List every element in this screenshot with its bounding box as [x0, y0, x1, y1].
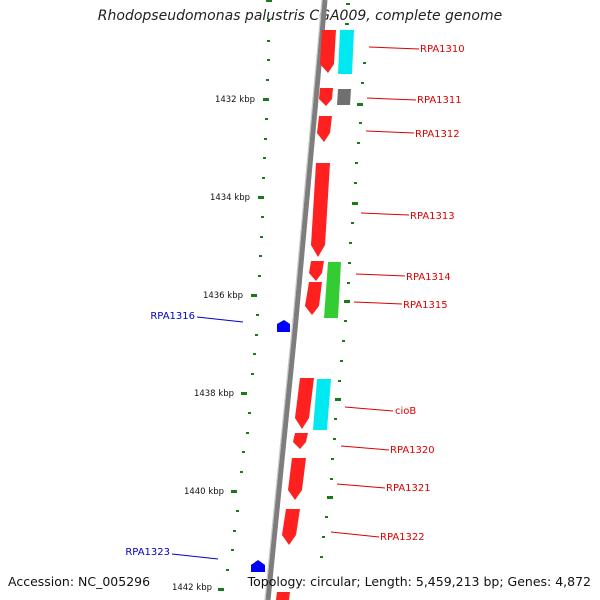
gene-label-rpa1320[interactable]: RPA1320: [390, 445, 435, 456]
gene-label-ciob[interactable]: cioB: [395, 406, 416, 417]
map-title: Rhodopseudomonas palustris CGA009, compl…: [97, 8, 503, 24]
gene-rpa1310[interactable]: [320, 30, 336, 73]
gene-label-rpa1323[interactable]: RPA1323: [125, 547, 170, 558]
gene-label-rpa1311[interactable]: RPA1311: [417, 95, 462, 106]
gene-labels-right: RPA1310 RPA1311 RPA1312 RPA1313 RPA1314 …: [380, 44, 465, 543]
gene-labels-left: RPA1316 RPA1323: [125, 311, 195, 558]
outer-tick-track: [320, 3, 366, 558]
scale-label: 1434 kbp: [210, 193, 250, 203]
gene-label-rpa1315[interactable]: RPA1315: [403, 300, 448, 311]
scale-label: 1442 kbp: [172, 583, 212, 593]
gene-rpa1311[interactable]: [319, 88, 333, 106]
left-leader-lines: [171, 316, 244, 560]
gene-rpa1321[interactable]: [288, 458, 306, 500]
scale-label: 1440 kbp: [184, 487, 224, 497]
gene-label-rpa1312[interactable]: RPA1312: [415, 129, 460, 140]
gene-rpa1323[interactable]: [251, 560, 265, 572]
gene-rpa1314[interactable]: [309, 261, 324, 281]
gene-label-rpa1322[interactable]: RPA1322: [380, 532, 425, 543]
gene-rpa1316[interactable]: [277, 320, 290, 332]
topology-text: Topology: circular; Length: 5,459,213 bp…: [247, 574, 591, 589]
scale-label: 1432 kbp: [215, 95, 255, 105]
gene-rpa1320[interactable]: [293, 433, 308, 449]
feature-cyan-rpa1310[interactable]: [338, 30, 354, 74]
gene-rpa1313[interactable]: [311, 163, 330, 257]
forward-gene-track: [276, 30, 336, 600]
feature-green-rpa1314[interactable]: [324, 262, 341, 318]
gene-rpa1312[interactable]: [317, 116, 332, 142]
feature-cyan-ciob[interactable]: [313, 379, 331, 430]
gene-rpa1322[interactable]: [282, 509, 300, 545]
gene-label-rpa1313[interactable]: RPA1313: [410, 211, 455, 222]
gene-label-rpa1310[interactable]: RPA1310: [420, 44, 465, 55]
feature-gray-rpa1311[interactable]: [337, 89, 351, 105]
gene-label-rpa1316[interactable]: RPA1316: [150, 311, 195, 322]
accession-text: Accession: NC_005296: [8, 574, 151, 589]
genome-backbone-highlight: [264, 0, 323, 600]
genome-backbone: [265, 0, 328, 600]
right-leader-lines: [330, 46, 420, 538]
scale-label: 1438 kbp: [194, 389, 234, 399]
gene-partial-bottom: [276, 592, 290, 600]
feature-track: [313, 30, 354, 430]
scale-labels: 1432 kbp 1434 kbp 1436 kbp 1438 kbp 1440…: [172, 95, 255, 593]
reverse-gene-track: [251, 320, 290, 572]
gene-label-rpa1321[interactable]: RPA1321: [386, 483, 431, 494]
gene-ciob[interactable]: [295, 378, 314, 429]
inner-tick-track: [218, 0, 272, 591]
gene-label-rpa1314[interactable]: RPA1314: [406, 272, 451, 283]
scale-label: 1436 kbp: [203, 291, 243, 301]
gene-rpa1315[interactable]: [305, 282, 322, 315]
